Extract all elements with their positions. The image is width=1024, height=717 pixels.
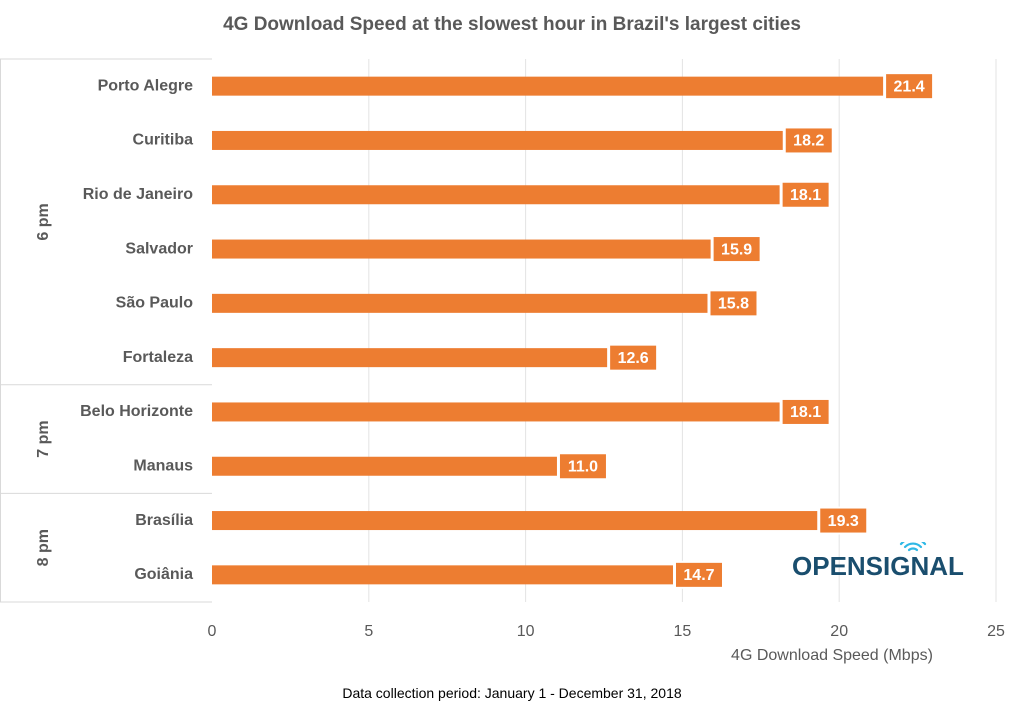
y-category-label: Goiânia — [134, 566, 193, 583]
bar — [212, 511, 818, 531]
data-label: 14.7 — [683, 567, 714, 584]
bar — [212, 456, 557, 476]
x-tick-label: 10 — [517, 623, 535, 640]
data-label: 19.3 — [828, 513, 859, 530]
data-label: 21.4 — [894, 78, 925, 95]
y-category-label: Porto Alegre — [98, 77, 194, 94]
bar — [212, 565, 673, 585]
data-label-box — [708, 289, 759, 318]
y-category-label: Manaus — [133, 457, 193, 474]
data-label: 15.8 — [718, 296, 749, 313]
data-label-box — [884, 72, 935, 101]
data-label: 12.6 — [618, 350, 649, 367]
y-category-label: Fortaleza — [123, 349, 193, 366]
data-label-box — [780, 180, 831, 209]
data-label: 15.9 — [721, 241, 752, 258]
bar — [212, 402, 780, 422]
data-label-box — [780, 397, 831, 426]
group-axis: 6 pm 7 pm 8 pm — [0, 58, 212, 603]
group-label: 8 pm — [35, 529, 52, 566]
y-category-label: São Paulo — [116, 295, 194, 312]
x-tick-label: 5 — [364, 623, 373, 640]
bars: Porto Alegre 21.4 Curitiba 18.2 Rio de Janei… — [80, 72, 935, 589]
signal-icon — [899, 542, 927, 552]
data-label: 18.2 — [793, 133, 824, 150]
bar — [212, 293, 708, 313]
bar — [212, 185, 780, 205]
logo-text-gnal: GNAL — [890, 551, 964, 581]
svg-text:OPENSIGNAL: OPENSIGNAL — [792, 551, 964, 581]
data-label: 18.1 — [790, 404, 821, 421]
x-axis: 0 5 10 15 20 25 — [208, 623, 1005, 640]
y-category-label: Rio de Janeiro — [83, 186, 193, 203]
data-label: 18.1 — [790, 187, 821, 204]
bar — [212, 348, 608, 368]
data-label: 11.0 — [568, 458, 598, 475]
data-label-box — [608, 343, 659, 372]
y-category-label: Belo Horizonte — [80, 403, 193, 420]
footnote: Data collection period: January 1 - Dece… — [342, 685, 682, 701]
data-label-box — [673, 560, 724, 589]
x-tick-label: 20 — [830, 623, 848, 640]
x-tick-label: 15 — [674, 623, 692, 640]
y-category-label: Brasília — [135, 512, 193, 529]
data-label-box — [783, 126, 834, 155]
logo-text-open: OPENS — [792, 551, 883, 581]
chart-title: 4G Download Speed at the slowest hour in… — [223, 14, 801, 35]
bar — [212, 76, 884, 96]
data-label-box — [711, 235, 762, 264]
y-category-label: Salvador — [125, 240, 193, 257]
x-tick-label: 0 — [208, 623, 217, 640]
data-label-box — [557, 452, 608, 481]
group-label: 7 pm — [35, 420, 52, 457]
logo-text-i: I — [883, 551, 890, 581]
bar — [212, 239, 711, 259]
group-label: 6 pm — [35, 203, 52, 240]
x-tick-label: 25 — [987, 623, 1005, 640]
y-category-label: Curitiba — [133, 132, 194, 149]
bar — [212, 130, 783, 150]
data-label-box — [818, 506, 869, 535]
x-axis-title: 4G Download Speed (Mbps) — [731, 647, 933, 664]
opensignal-logo: OPENSIGNAL — [792, 542, 964, 581]
